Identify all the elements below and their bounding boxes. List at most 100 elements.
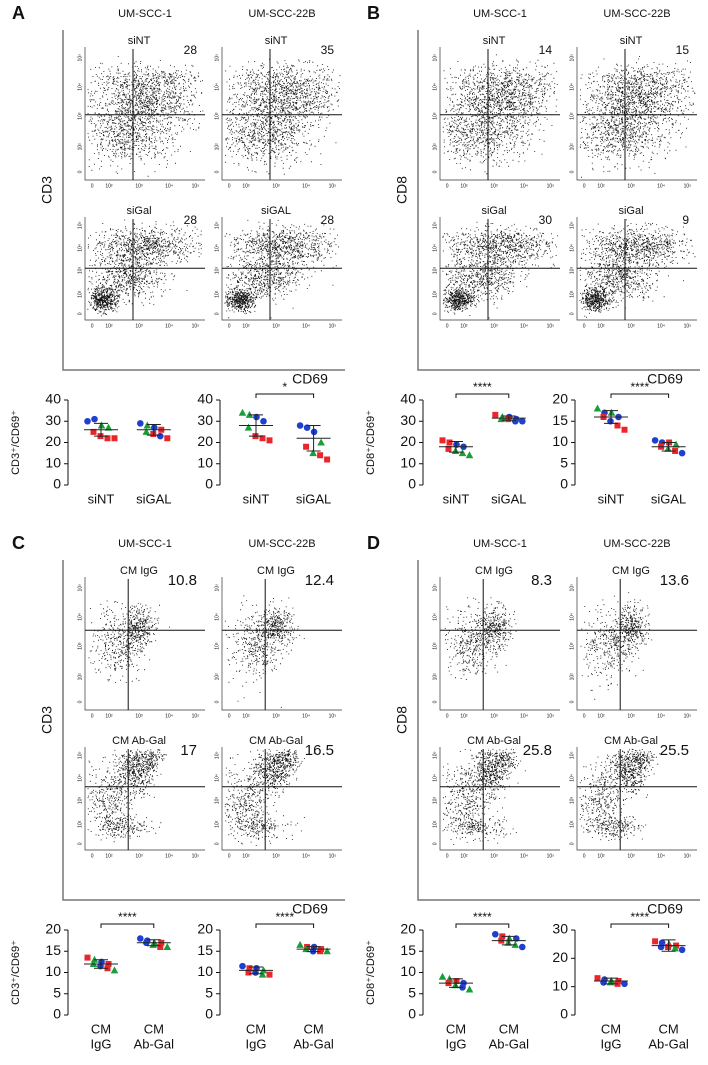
event-cloud (87, 749, 167, 843)
flow-y-tick: 0 (569, 842, 575, 845)
condition-label: CM IgG (120, 565, 158, 577)
flow-x-label: CD69 (292, 901, 328, 917)
flow-x-tick: 10⁵ (684, 713, 692, 719)
flow-x-tick: 10² (242, 853, 250, 859)
flow-y-tick: 10⁵ (214, 751, 220, 759)
data-point (310, 428, 318, 436)
event-cloud (87, 56, 204, 177)
sd-bar (661, 442, 676, 452)
flow-y-tick: 0 (569, 170, 575, 173)
panel-frame (417, 560, 700, 901)
data-point (621, 980, 628, 988)
y-tick-label: 10 (197, 963, 213, 979)
flow-y-tick: 10² (77, 143, 83, 151)
flow-y-tick: 10⁵ (569, 221, 575, 229)
flow-y-tick: 0 (569, 312, 575, 315)
flow-axes (84, 217, 205, 321)
data-point (84, 417, 91, 425)
flow-y-label: CD3 (39, 706, 55, 734)
y-tick-label: 20 (552, 391, 568, 407)
panel-letter: B (367, 3, 380, 23)
x-tick-label: siGAL (651, 491, 686, 506)
y-axis-label: CD3⁺/CD69⁺ (10, 940, 22, 1005)
flow-y-tick: 10³ (77, 267, 83, 275)
flow-x-tick: 10³ (627, 713, 635, 719)
sd-bar (661, 939, 676, 952)
y-tick-label: 30 (45, 412, 61, 428)
flow-x-tick: 10² (105, 713, 113, 719)
data-point (157, 944, 164, 950)
quadrant-percent: 16.5 (305, 742, 334, 759)
data-point (445, 445, 452, 452)
flow-x-tick: 10² (460, 323, 468, 329)
flow-y-tick: 10³ (214, 267, 220, 275)
condition-label: CM Ab-Gal (112, 735, 166, 747)
x-tick-label: siNT (88, 491, 115, 506)
flow-axes (84, 47, 205, 181)
flow-x-tick: 10³ (490, 713, 498, 719)
flow-y-tick: 10⁴ (432, 774, 438, 782)
flow-x-tick: 0 (228, 323, 231, 329)
y-tick-label: 40 (400, 391, 416, 407)
flow-y-tick: 0 (77, 700, 83, 703)
flow-x-tick: 10⁴ (165, 323, 173, 329)
flow-y-tick: 10⁵ (77, 54, 83, 62)
sd-bar (146, 939, 161, 947)
data-point (317, 452, 324, 459)
data-point (678, 946, 686, 954)
flow-y-tick: 10⁵ (77, 221, 83, 229)
significance-label: **** (630, 380, 649, 394)
quadrant-percent: 15 (676, 43, 690, 57)
quadrant-percent: 13.6 (660, 572, 689, 589)
flow-y-tick: 10⁴ (214, 774, 220, 782)
flow-y-tick: 10² (569, 143, 575, 151)
data-point (239, 962, 246, 970)
flow-y-tick: 10² (569, 820, 575, 828)
flow-y-tick: 10⁵ (432, 751, 438, 759)
significance-bracket (455, 923, 510, 928)
condition-label: CM Ab-Gal (249, 735, 303, 747)
flow-x-tick: 10³ (272, 853, 280, 859)
flow-y-tick: 10³ (432, 642, 438, 650)
flow-x-tick: 10⁴ (302, 713, 310, 719)
flow-y-tick: 10³ (569, 267, 575, 275)
flow-x-tick: 10⁵ (547, 853, 555, 859)
flow-y-tick: 0 (214, 170, 220, 173)
y-tick-label: 20 (400, 433, 416, 449)
flow-x-label: CD69 (647, 371, 683, 387)
flow-y-tick: 10² (432, 820, 438, 828)
y-tick-label: 0 (408, 476, 416, 492)
data-point (621, 426, 628, 433)
flow-x-tick: 10³ (135, 853, 143, 859)
condition-label: siNT (483, 35, 506, 47)
y-tick-label: 20 (45, 921, 61, 937)
column-title: UM-SCC-1 (118, 538, 172, 550)
column-title: UM-SCC-1 (473, 8, 527, 20)
flow-x-tick: 10⁴ (657, 713, 665, 719)
flow-y-tick: 10² (214, 143, 220, 151)
y-tick-label: 0 (560, 476, 568, 492)
significance-label: **** (630, 910, 649, 924)
flow-x-tick: 10³ (490, 323, 498, 329)
flow-y-tick: 0 (77, 842, 83, 845)
y-tick-label: 10 (45, 454, 61, 470)
quadrant-percent: 12.4 (305, 572, 334, 589)
x-tick-label: CM (446, 1021, 466, 1036)
data-point (104, 435, 111, 442)
y-tick-label: 15 (197, 942, 213, 958)
y-tick-label: 40 (45, 391, 61, 407)
flow-x-tick: 0 (228, 713, 231, 719)
flow-axes (221, 47, 342, 181)
data-point (678, 449, 686, 457)
panel-frame (62, 30, 345, 371)
data-point (246, 965, 253, 972)
column-title: UM-SCC-22B (603, 538, 670, 550)
flow-x-tick: 10² (597, 323, 605, 329)
data-point (446, 439, 453, 446)
sd-bar (146, 423, 161, 436)
data-point (111, 435, 118, 442)
flow-x-tick: 10⁵ (684, 853, 692, 859)
flow-x-tick: 0 (583, 713, 586, 719)
quadrant-percent: 14 (539, 43, 553, 57)
flow-axes (439, 217, 560, 321)
